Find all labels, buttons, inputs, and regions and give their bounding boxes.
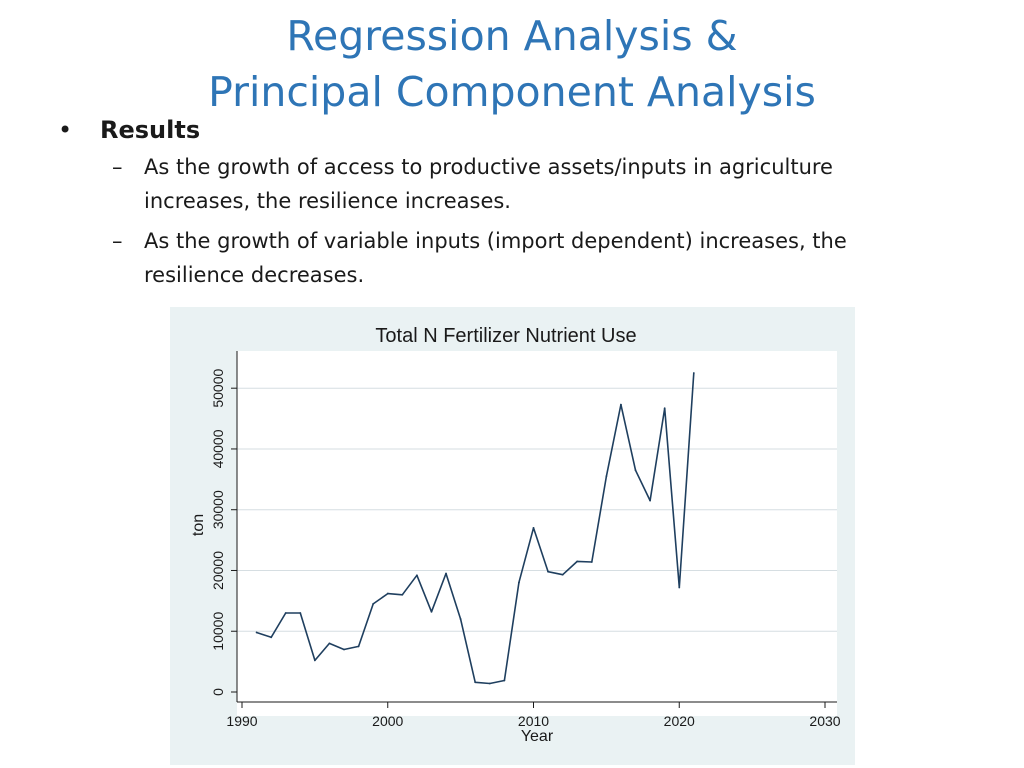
data-point [605,475,608,478]
slide-title: Regression Analysis & Principal Componen… [0,8,1024,120]
x-tick-label: 1990 [226,713,257,729]
grid-lines [237,387,837,632]
sub-bullet-1: – As the growth of access to productive … [112,150,958,218]
bullet-list: • Results – As the growth of access to p… [58,116,958,292]
data-point [386,592,389,595]
chart-title: Total N Fertilizer Nutrient Use [375,325,636,347]
data-point [488,682,491,685]
y-tick-label: 20000 [210,551,226,590]
sub-bullet-2-text: As the growth of variable inputs (import… [144,229,847,287]
data-point [299,612,302,614]
dash-icon: – [112,229,123,253]
bullet-dot-icon: • [58,116,73,144]
x-tick-label: 2020 [664,713,695,729]
y-tick-label: 40000 [210,429,226,468]
title-line-2: Principal Component Analysis [208,68,816,116]
data-point [445,572,447,575]
sub-bullet-1-text: As the growth of access to productive as… [144,155,833,213]
data-point [328,642,331,645]
data-point [678,586,681,589]
y-tick-label: 10000 [210,612,226,651]
data-point [532,527,535,529]
data-point [430,610,433,613]
title-line-1: Regression Analysis & [286,12,738,60]
data-point [518,581,520,584]
data-point [357,645,360,648]
data-point [590,561,593,563]
data-point [634,469,637,472]
x-tick-label: 2000 [372,713,403,729]
data-point [561,573,564,576]
data-point [649,499,651,502]
data-point [313,659,316,662]
bullet-results: • Results [58,116,958,144]
data-point [692,372,695,374]
data-point [620,403,622,406]
data-point [459,618,462,620]
y-tick-label: 30000 [210,490,226,529]
data-point [343,648,345,651]
data-point [255,631,258,634]
data-point [576,560,579,563]
x-axis-label: Year [521,728,554,745]
x-tick-label: 2010 [518,713,549,729]
chart-panel: Total N Fertilizer Nutrient Use 0 10000 20… [170,307,855,765]
line-chart: Total N Fertilizer Nutrient Use 0 10000 20… [190,325,841,745]
y-axis-label: ton [190,514,207,536]
data-point [372,602,375,605]
data-point [474,681,477,684]
data-point [663,407,666,410]
y-tick-label: 0 [210,688,226,696]
axes [236,351,837,703]
axis-ticks: 0 10000 20000 30000 40000 50000 1990 2000 2010 20… [210,369,841,729]
dash-icon: – [112,155,123,179]
plot-area [237,351,837,716]
data-point [503,679,506,682]
x-tick-label: 2030 [809,713,840,729]
data-point [270,636,273,639]
data-point [284,612,287,614]
data-point [547,570,549,573]
bullet-results-label: Results [100,116,201,144]
y-tick-label: 50000 [210,369,226,408]
data-point [401,593,404,596]
series [255,372,695,685]
sub-bullet-2: – As the growth of variable inputs (impo… [112,224,958,292]
data-point [416,574,418,577]
